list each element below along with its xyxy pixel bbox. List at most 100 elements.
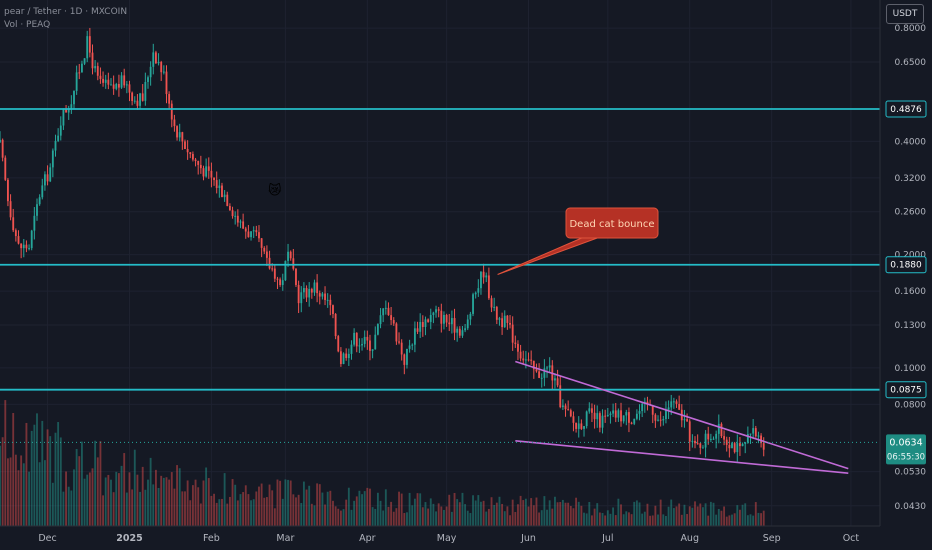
candle-body bbox=[78, 72, 81, 74]
volume-bar bbox=[651, 515, 654, 526]
price-tick-label: 0.0800 bbox=[895, 400, 927, 410]
level-price-label: 0.4876 bbox=[890, 105, 922, 115]
time-tick-label: Jul bbox=[601, 533, 613, 544]
candle-body bbox=[345, 353, 348, 359]
volume-bar bbox=[117, 473, 120, 526]
price-tick-label: 0.2600 bbox=[895, 208, 927, 218]
callout-box[interactable] bbox=[565, 207, 659, 239]
candle-body bbox=[199, 164, 202, 169]
volume-bar bbox=[577, 501, 580, 526]
volume-bar bbox=[480, 501, 482, 526]
volume-bar bbox=[604, 515, 607, 526]
volume-bar bbox=[717, 508, 720, 526]
candle-body bbox=[665, 409, 667, 420]
volume-bar bbox=[9, 457, 12, 526]
candle-body bbox=[144, 81, 147, 101]
candle-body bbox=[350, 344, 353, 354]
volume-bar bbox=[252, 499, 255, 526]
candle-body bbox=[94, 66, 97, 69]
candle-body bbox=[376, 324, 379, 335]
candle-body bbox=[310, 288, 313, 293]
volume-bar bbox=[617, 498, 620, 526]
volume-bar bbox=[596, 503, 599, 526]
volume-bar bbox=[80, 441, 83, 526]
volume-bar bbox=[313, 505, 316, 526]
wedge-lower-line[interactable] bbox=[515, 440, 849, 474]
volume-bar bbox=[120, 465, 123, 526]
volume-bar bbox=[670, 499, 673, 526]
candle-body bbox=[289, 251, 292, 259]
volume-bar bbox=[741, 504, 744, 526]
candle-body bbox=[154, 52, 157, 64]
volume-bar bbox=[260, 483, 263, 526]
candle-body bbox=[242, 221, 245, 229]
candle-body bbox=[683, 419, 686, 421]
volume-bar bbox=[450, 511, 453, 526]
candle-body bbox=[691, 440, 694, 442]
candle-body bbox=[506, 315, 509, 323]
volume-bar bbox=[324, 504, 326, 526]
volume-bar bbox=[575, 497, 578, 526]
volume-bar bbox=[173, 488, 176, 526]
volume-bar bbox=[374, 508, 377, 526]
candle-body bbox=[247, 231, 250, 238]
volume-bar bbox=[601, 513, 604, 526]
volume-bar bbox=[284, 479, 287, 526]
candle-body bbox=[709, 438, 712, 440]
volume-bar bbox=[308, 485, 311, 526]
candle-body bbox=[654, 414, 657, 421]
volume-bar bbox=[435, 511, 437, 526]
candle-body bbox=[596, 413, 599, 420]
candle-body bbox=[472, 294, 474, 314]
volume-bar bbox=[170, 472, 173, 526]
volume-bar bbox=[445, 506, 448, 526]
candle-body bbox=[202, 168, 205, 177]
volume-bar bbox=[715, 514, 718, 526]
wedge-upper-line[interactable] bbox=[515, 360, 849, 470]
volume-bar bbox=[104, 477, 107, 526]
candle-body bbox=[588, 408, 591, 412]
volume-bar bbox=[538, 512, 541, 526]
volume-bar bbox=[448, 494, 451, 526]
candle-body bbox=[662, 419, 665, 421]
volume-bar bbox=[199, 503, 202, 526]
volume-bar bbox=[733, 513, 736, 526]
volume-bar bbox=[456, 499, 459, 526]
candle-body bbox=[207, 166, 210, 171]
candle-body bbox=[125, 84, 128, 86]
candle-body bbox=[688, 421, 691, 442]
volume-bar bbox=[572, 508, 575, 526]
volume-bar bbox=[273, 508, 276, 526]
candle-body bbox=[503, 315, 506, 328]
candle-body bbox=[316, 282, 319, 294]
volume-bar bbox=[265, 497, 268, 526]
volume-bar bbox=[33, 424, 36, 526]
candle-body bbox=[123, 75, 126, 86]
volume-bar bbox=[297, 494, 300, 526]
volume-bar bbox=[342, 509, 345, 526]
volume-bar bbox=[115, 471, 118, 526]
volume-bar bbox=[268, 484, 271, 526]
candle-body bbox=[561, 405, 564, 408]
candle-body bbox=[149, 66, 152, 78]
volume-bar bbox=[329, 490, 332, 526]
candle-body bbox=[421, 322, 424, 328]
volume-bar bbox=[94, 440, 97, 526]
candle-body bbox=[686, 419, 689, 422]
time-tick-label: Jun bbox=[520, 533, 536, 544]
candle-body bbox=[493, 306, 496, 308]
volume-bar bbox=[728, 515, 731, 526]
volume-bar bbox=[527, 506, 530, 526]
candle-body bbox=[96, 66, 99, 76]
volume-bar bbox=[91, 468, 94, 526]
candle-body bbox=[173, 119, 176, 127]
volume-bar bbox=[96, 457, 99, 526]
volume-bar bbox=[213, 493, 215, 526]
volume-bar bbox=[305, 489, 308, 526]
candle-body bbox=[33, 215, 36, 231]
volume-bar bbox=[704, 503, 707, 526]
volume-bar bbox=[125, 492, 128, 526]
currency-button[interactable]: USDT bbox=[886, 4, 924, 24]
